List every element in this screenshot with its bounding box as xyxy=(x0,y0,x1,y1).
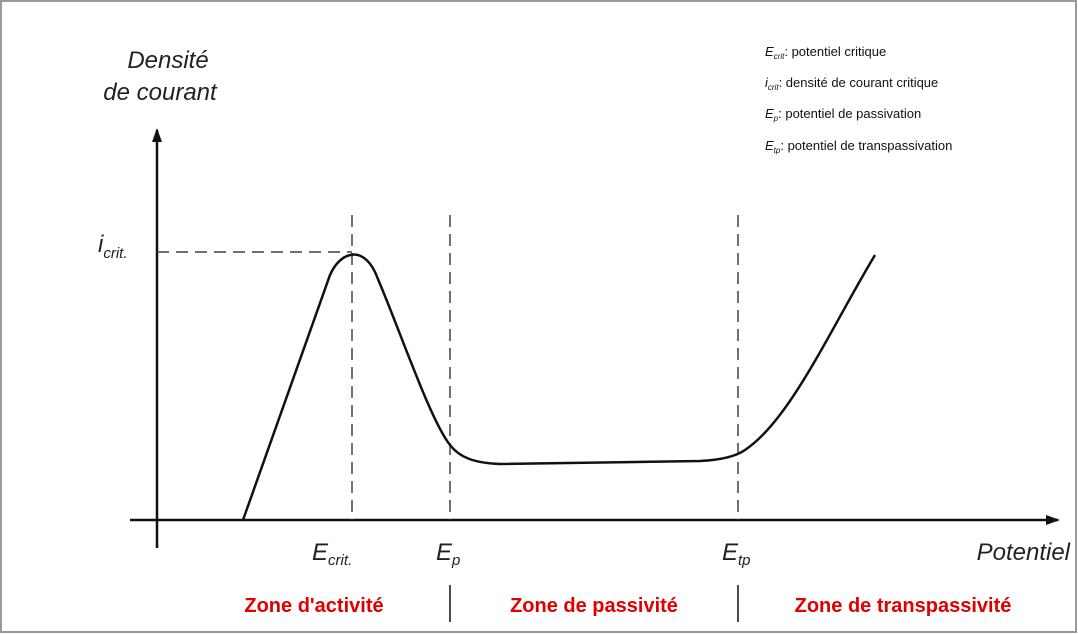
legend-entry: Etp: potentiel de transpassivation xyxy=(765,138,952,155)
marker-label: Ep xyxy=(436,539,460,569)
text: : densité de courant critique xyxy=(779,75,939,90)
marker-label: Etp xyxy=(722,539,751,569)
legend-entry: icrit: densité de courant critique xyxy=(765,75,938,92)
legend-entry: Ep: potentiel de passivation xyxy=(765,106,921,123)
text: : potentiel de transpassivation xyxy=(780,138,952,153)
x-axis-label: Potentiel xyxy=(977,539,1071,566)
text: : potentiel de passivation xyxy=(778,106,921,121)
subscript: tp xyxy=(738,552,751,569)
symbol: E xyxy=(312,539,329,566)
subscript: crit xyxy=(768,83,779,92)
text: : potentiel critique xyxy=(784,44,886,59)
symbol: E xyxy=(722,539,739,566)
zone-label: Zone d'activité xyxy=(244,595,383,617)
symbol: i xyxy=(98,231,104,258)
symbol: i xyxy=(765,75,769,90)
symbol: E xyxy=(765,44,774,59)
subscript: p xyxy=(451,552,460,569)
subscript: crit. xyxy=(328,552,352,569)
subscript: p xyxy=(773,114,779,123)
subscript: crit xyxy=(774,52,785,61)
subscript: crit. xyxy=(103,245,127,262)
symbol: E xyxy=(436,539,453,566)
peak-label: icrit. xyxy=(98,231,128,262)
legend-entry: Ecrit: potentiel critique xyxy=(765,44,886,61)
curve xyxy=(241,253,877,521)
legend: Ecrit: potentiel critique icrit: densité… xyxy=(765,44,952,155)
y-axis-label: Densité xyxy=(127,47,208,74)
symbol: E xyxy=(765,106,774,121)
zone-label: Zone de passivité xyxy=(510,595,678,617)
subscript: tp xyxy=(774,146,781,155)
symbol: E xyxy=(765,138,774,153)
marker-label: Ecrit. xyxy=(312,539,352,569)
zone-label: Zone de transpassivité xyxy=(795,595,1012,617)
y-axis-label: de courant xyxy=(103,79,218,106)
